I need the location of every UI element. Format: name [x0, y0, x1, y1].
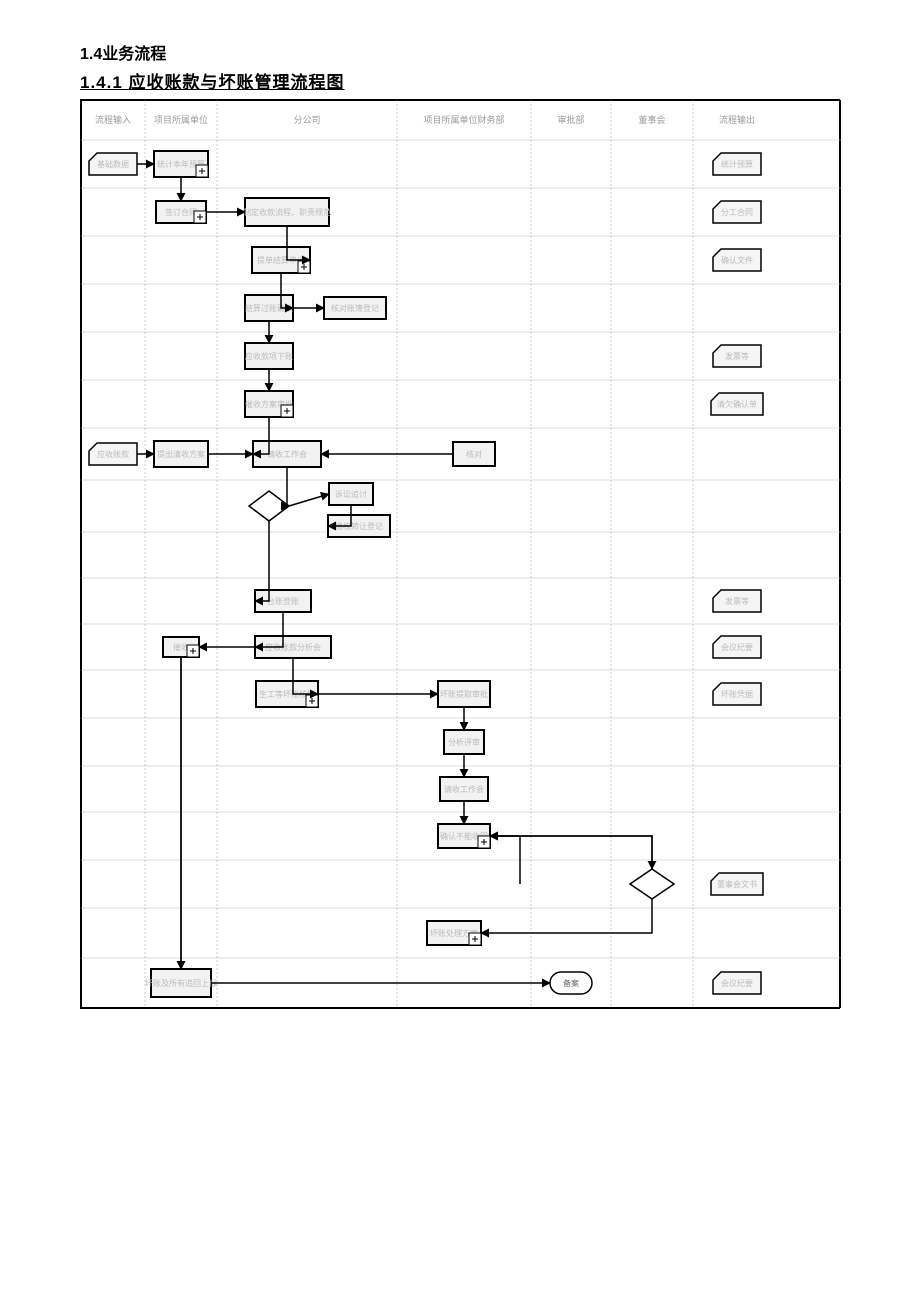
svg-text:签订合同: 签订合同 — [165, 207, 197, 217]
heading-1-4-1: 1.4.1 应收账款与坏账管理流程图 — [80, 68, 840, 93]
svg-text:分公司: 分公司 — [293, 115, 320, 125]
svg-text:制定收款流程、职责规范: 制定收款流程、职责规范 — [243, 207, 331, 217]
svg-text:坏账凭据: 坏账凭据 — [721, 689, 753, 699]
svg-text:会议纪要: 会议纪要 — [721, 642, 753, 652]
flowchart-container: 流程输入项目所属单位分公司项目所属单位财务部审批部董事会流程输出基础数据统计本年… — [80, 99, 840, 1009]
svg-text:审批部: 审批部 — [557, 114, 584, 125]
svg-text:发票等: 发票等 — [725, 351, 749, 361]
svg-text:应收账款: 应收账款 — [97, 449, 129, 459]
svg-text:流程输出: 流程输出 — [719, 114, 755, 125]
svg-text:诉讼追讨: 诉讼追讨 — [335, 489, 367, 499]
svg-text:核对账簿登记: 核对账簿登记 — [331, 303, 379, 313]
svg-text:请收工作会: 请收工作会 — [444, 784, 484, 794]
svg-text:确认文件: 确认文件 — [721, 255, 753, 265]
svg-text:备案: 备案 — [563, 978, 579, 988]
svg-text:会议纪要: 会议纪要 — [721, 978, 753, 988]
svg-text:核对: 核对 — [466, 449, 482, 459]
svg-text:请收工作会: 请收工作会 — [267, 449, 307, 459]
svg-text:清欠确认单: 清欠确认单 — [717, 399, 757, 409]
svg-text:提出清收方案: 提出清收方案 — [157, 449, 205, 459]
flowchart-svg: 流程输入项目所属单位分公司项目所属单位财务部审批部董事会流程输出基础数据统计本年… — [81, 100, 841, 1008]
svg-text:项目所属单位财务部: 项目所属单位财务部 — [423, 114, 504, 125]
svg-text:统计预算: 统计预算 — [721, 159, 753, 169]
heading-1-4: 1.4业务流程 — [80, 40, 840, 64]
svg-text:分析评审: 分析评审 — [448, 737, 480, 747]
svg-text:基础数据: 基础数据 — [97, 159, 129, 169]
svg-text:项目所属单位: 项目所属单位 — [154, 114, 208, 125]
svg-text:董事会文书: 董事会文书 — [717, 879, 757, 889]
svg-text:流程输入: 流程输入 — [95, 114, 131, 125]
svg-text:台账登账: 台账登账 — [267, 596, 299, 606]
svg-text:坏账提取审批: 坏账提取审批 — [440, 689, 488, 699]
svg-text:董事会: 董事会 — [638, 114, 665, 125]
svg-text:分工合同: 分工合同 — [721, 207, 753, 217]
svg-text:应收款项下账: 应收款项下账 — [245, 351, 293, 361]
svg-text:坏账及所有追回上报: 坏账及所有追回上报 — [145, 978, 217, 988]
svg-text:发票等: 发票等 — [725, 596, 749, 606]
